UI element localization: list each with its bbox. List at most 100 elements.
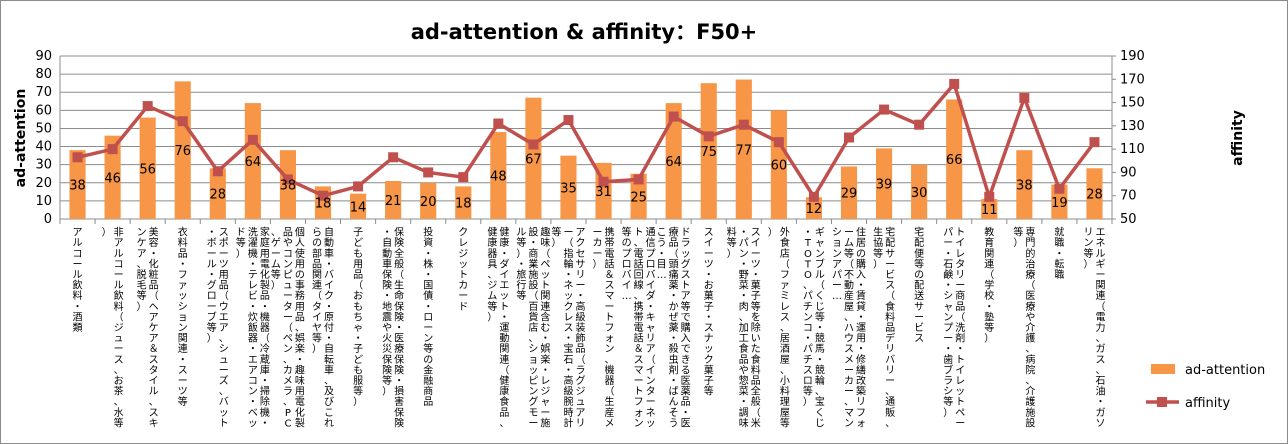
category-label-char: ） bbox=[353, 396, 363, 408]
category-label-char: ー bbox=[943, 238, 953, 249]
category-label-char: 般 bbox=[394, 257, 404, 270]
category-label-char: 門 bbox=[1025, 237, 1035, 249]
category-label-char: ・ bbox=[499, 249, 509, 260]
category-label-char: ア bbox=[575, 228, 585, 239]
category-label-char: ル bbox=[114, 249, 124, 260]
category-label-char: ・ bbox=[563, 365, 573, 376]
category-label-char: 教 bbox=[984, 226, 994, 239]
left-tick-label: 40 bbox=[35, 140, 52, 155]
category-label-char: ト bbox=[681, 281, 691, 292]
category-label-char: イ bbox=[704, 238, 714, 249]
category-label-char: 痛 bbox=[669, 268, 679, 281]
category-label-char: モ bbox=[528, 408, 538, 419]
category-label-char: 宅 bbox=[885, 226, 895, 239]
category-label-char: 、 bbox=[149, 397, 159, 408]
category-label-char: ・ bbox=[1054, 249, 1064, 260]
category-label-char: ・ bbox=[540, 334, 550, 345]
data-label: 77 bbox=[736, 143, 753, 158]
affinity-marker bbox=[493, 118, 504, 129]
category-label-char: 設 bbox=[528, 279, 538, 292]
category-label-char: 険 bbox=[382, 364, 392, 376]
category-label-char: 品 bbox=[295, 311, 305, 323]
category-label-char: ル bbox=[149, 387, 159, 398]
category-label-char: か bbox=[669, 301, 679, 313]
category-label-char: ツ bbox=[704, 259, 714, 270]
category-label-char: 等 bbox=[516, 236, 526, 249]
category-label-char: … bbox=[657, 270, 667, 281]
category-label-char: レ bbox=[955, 249, 965, 260]
category-label-char: ＆ bbox=[634, 344, 644, 355]
category-label-char: ツ bbox=[751, 259, 761, 270]
data-label: 25 bbox=[630, 190, 647, 205]
category-label-char: む bbox=[540, 322, 550, 334]
gridlines bbox=[60, 55, 1112, 220]
category-label-char: 般 bbox=[751, 395, 761, 408]
category-label-char: ー bbox=[73, 259, 83, 270]
category-label-char: 機 bbox=[248, 247, 258, 260]
category-label-char: 配 bbox=[914, 280, 924, 292]
left-tick-label: 70 bbox=[35, 85, 52, 100]
category-label-char: 、 bbox=[324, 376, 334, 387]
category-label-char: ） bbox=[873, 258, 883, 270]
category-label-char: ・ bbox=[353, 334, 363, 345]
category-label-char: 保 bbox=[394, 226, 404, 239]
category-label-char: ー bbox=[885, 376, 895, 387]
category-label-char: ム bbox=[487, 290, 497, 302]
category-label-char: ガ bbox=[1095, 407, 1105, 419]
category-label-char: チ bbox=[803, 301, 813, 313]
category-label-char: う bbox=[657, 237, 667, 249]
category-label-char: 用 bbox=[295, 302, 305, 313]
category-label-char: そ bbox=[669, 407, 679, 419]
category-label-char: 除 bbox=[260, 395, 270, 408]
category-label-char: ツ bbox=[219, 259, 229, 270]
category-label-char: イ bbox=[622, 281, 632, 292]
category-label-char: 等 bbox=[751, 300, 761, 313]
ad-attention-bar bbox=[876, 148, 893, 219]
category-label-char: ボ bbox=[207, 237, 217, 249]
affinity-marker bbox=[738, 119, 749, 130]
category-label-char: （ bbox=[575, 354, 585, 366]
category-label-char: 話 bbox=[634, 257, 644, 270]
category-label-char: T bbox=[804, 238, 812, 249]
category-label-char: 、 bbox=[634, 291, 644, 302]
category-label-char: 施 bbox=[540, 416, 550, 429]
category-label-char: 料 bbox=[727, 226, 737, 239]
category-label-char: 品 bbox=[499, 407, 509, 419]
category-label-char: ジ bbox=[114, 323, 124, 334]
category-label-char: 運 bbox=[499, 322, 509, 334]
category-label-char: 火 bbox=[382, 333, 392, 345]
category-label-char: 、 bbox=[1095, 334, 1105, 345]
category-label-char: 病 bbox=[1025, 353, 1035, 366]
category-label-char: ） bbox=[727, 248, 737, 260]
category-label-char: （ bbox=[984, 269, 994, 281]
category-label-char: ス bbox=[1095, 355, 1105, 366]
category-label-char: ・ bbox=[394, 323, 404, 334]
category-label-char: 販 bbox=[885, 407, 895, 419]
category-label-char: ト bbox=[605, 312, 615, 323]
affinity-marker bbox=[318, 190, 328, 201]
category-label-char: ・ bbox=[669, 334, 679, 345]
right-tick-label: 70 bbox=[1120, 189, 1137, 204]
category-label: 家庭用電化製品・機器（冷蔵庫・掃除機・洗濯機・テレビ・炊飯器・エアコン・ベッド等… bbox=[236, 226, 270, 430]
category-label-char: 連 bbox=[312, 279, 322, 292]
category-label-char: ャ bbox=[646, 323, 656, 334]
category-label-char: 等 bbox=[943, 395, 953, 408]
category-label-char: 職 bbox=[1054, 269, 1064, 281]
category-label-char: パ bbox=[943, 227, 953, 239]
category-label-char: ォ bbox=[634, 408, 644, 419]
category-label-char: 、 bbox=[219, 387, 229, 398]
category-label-char: 菓 bbox=[704, 290, 714, 302]
category-label-char: 健 bbox=[499, 227, 509, 239]
category-label-char: ・ bbox=[739, 228, 749, 239]
category-label-char: ・ bbox=[423, 249, 433, 260]
category-label-char: リ bbox=[575, 270, 585, 281]
category-label-char: く bbox=[815, 408, 825, 419]
category-label-char: ） bbox=[236, 248, 246, 260]
category-label-char: ト bbox=[634, 387, 644, 398]
category-label-char: 等 bbox=[516, 289, 526, 302]
category-label-char: ス bbox=[149, 355, 159, 366]
right-axis: 50 70 90 110 130 150 170 190 bbox=[1111, 49, 1145, 227]
category-label-char: ト bbox=[540, 281, 550, 292]
